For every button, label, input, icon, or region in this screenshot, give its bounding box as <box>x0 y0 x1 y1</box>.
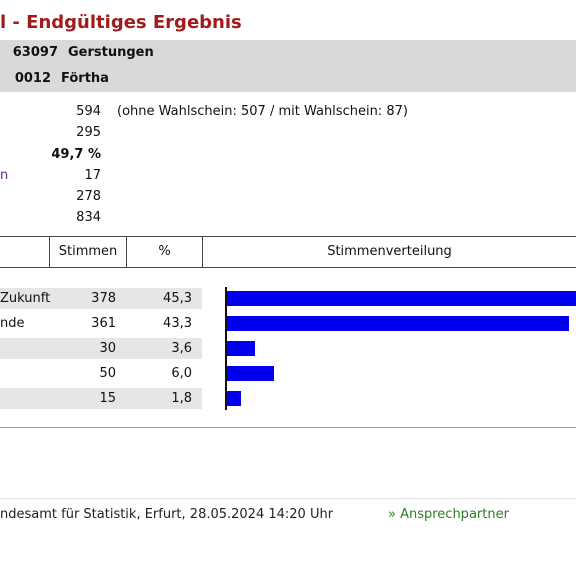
vote-count: 361 <box>91 316 116 331</box>
stat-value: 594 <box>76 104 101 119</box>
stat-value: 49,7 % <box>51 147 101 162</box>
region-name: Gerstungen <box>68 45 154 60</box>
region-code: 63097 <box>12 45 58 60</box>
results-table-header: Stimmen % Stimmenverteilung <box>0 236 576 268</box>
region-code: 0012 <box>14 71 51 86</box>
column-divider <box>49 237 50 267</box>
region-name: Förtha <box>61 71 109 86</box>
vote-count: 50 <box>99 366 116 381</box>
table-row: 30 3,6 <box>0 338 202 359</box>
column-divider <box>202 237 203 267</box>
vote-percent: 3,6 <box>171 341 192 356</box>
vote-bar <box>227 391 242 406</box>
vote-bar <box>227 291 576 306</box>
vote-percent: 1,8 <box>171 391 192 406</box>
stat-value: 278 <box>76 189 101 204</box>
vote-count: 30 <box>99 341 116 356</box>
footer-divider <box>0 498 576 499</box>
region-header: 63097 Gerstungen 0012 Förtha <box>0 40 576 92</box>
page-title: l - Endgültiges Ergebnis <box>0 12 242 33</box>
table-row: Zukunft 378 45,3 <box>0 288 202 309</box>
region-row-municipality: 63097 Gerstungen <box>0 40 154 66</box>
stat-note: (ohne Wahlschein: 507 / mit Wahlschein: … <box>117 104 408 119</box>
vote-percent: 43,3 <box>163 316 192 331</box>
column-divider <box>126 237 127 267</box>
distribution-axis <box>225 287 227 410</box>
contact-link[interactable]: » Ansprechpartner <box>388 507 509 522</box>
table-bottom-divider <box>0 427 576 428</box>
stat-value: 295 <box>76 125 101 140</box>
vote-percent: 6,0 <box>171 366 192 381</box>
header-distribution: Stimmenverteilung <box>327 244 452 259</box>
stat-label: n <box>0 168 9 183</box>
table-row: nde 361 43,3 <box>0 313 202 334</box>
party-name: nde <box>0 316 25 331</box>
vote-bar <box>227 366 275 381</box>
vote-bar <box>227 341 256 356</box>
table-row: 15 1,8 <box>0 388 202 409</box>
footer: ndesamt für Statistik, Erfurt, 28.05.202… <box>0 506 509 524</box>
region-row-district: 0012 Förtha <box>0 66 109 92</box>
vote-percent: 45,3 <box>163 291 192 306</box>
party-name: Zukunft <box>0 291 51 306</box>
stat-value: 17 <box>84 168 101 183</box>
header-percent: % <box>158 244 171 259</box>
stat-value: 834 <box>76 210 101 225</box>
header-votes: Stimmen <box>58 244 118 259</box>
vote-bar <box>227 316 570 331</box>
footer-source: ndesamt für Statistik, Erfurt, 28.05.202… <box>0 507 334 522</box>
vote-count: 378 <box>91 291 116 306</box>
vote-count: 15 <box>99 391 116 406</box>
table-row: 50 6,0 <box>0 363 202 384</box>
